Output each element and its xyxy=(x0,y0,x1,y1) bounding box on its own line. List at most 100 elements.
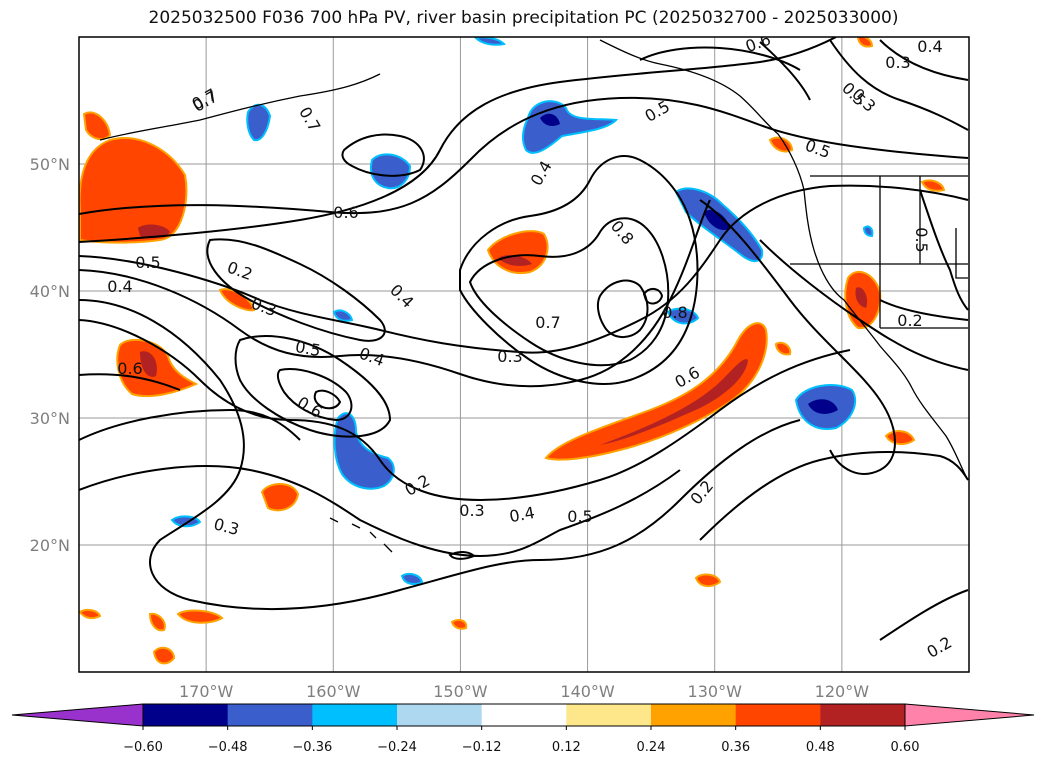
pv-contour-label: 0.8 xyxy=(662,303,687,322)
precip-patch-alberta xyxy=(920,179,946,192)
lon-tick-label: 160°W xyxy=(306,682,361,701)
colorbar-tick-label: −0.48 xyxy=(208,740,248,755)
pv-contour-label: 0.3 xyxy=(459,501,484,520)
colorbar-segment xyxy=(820,704,906,726)
pv-contour xyxy=(879,299,969,321)
precip-patch-west-edge xyxy=(79,608,102,620)
lon-tick-label: 120°W xyxy=(815,682,870,701)
pv-contour xyxy=(234,335,392,438)
pv-contour-label: 0.5 xyxy=(567,507,592,526)
pv-contour-label: 0.3 xyxy=(497,347,522,366)
lon-tick-label: 150°W xyxy=(433,682,488,701)
pv-contour-label: 0.6 xyxy=(117,359,142,378)
pv-contour xyxy=(879,589,969,641)
precip-neg-gulf-alaska-core xyxy=(540,113,560,126)
precip-patch-south-3 xyxy=(148,612,166,632)
pv-contour-label: 0.5 xyxy=(135,253,160,272)
colorbar-tick-label: 0.48 xyxy=(806,740,835,755)
pv-contour xyxy=(79,465,681,558)
precip-patch-california-core xyxy=(855,287,868,308)
precip-neg-socal-core xyxy=(808,399,838,414)
state-border-4 xyxy=(955,228,968,279)
colorbar-segment xyxy=(143,704,229,726)
precip-patch-central xyxy=(486,230,549,274)
pv-contour xyxy=(79,96,969,215)
colorbar-segment xyxy=(651,704,737,726)
colorbar-tick-label: 0.12 xyxy=(552,740,581,755)
precip-patch-south-1 xyxy=(260,483,300,512)
pv-contour xyxy=(699,199,896,475)
pv-contour xyxy=(468,217,670,367)
precip-patch-south-4 xyxy=(152,646,176,665)
lat-tick-label: 40°N xyxy=(30,282,70,301)
map-frame xyxy=(78,36,970,673)
precip-patch-south-5 xyxy=(694,573,722,588)
pv-contour-label: 0.7 xyxy=(535,313,560,332)
lon-tick-label: 140°W xyxy=(560,682,615,701)
pv-contour-label: 0.5 xyxy=(912,227,931,252)
colorbar-segment xyxy=(735,704,821,726)
pv-contour xyxy=(79,373,181,391)
pv-contour xyxy=(79,37,837,243)
lon-tick-label: 130°W xyxy=(688,682,743,701)
hawaii-islands xyxy=(329,517,393,553)
pv-contour-label: 0.4 xyxy=(917,37,942,56)
pv-contour-label: 0.4 xyxy=(107,277,132,296)
pv-contour xyxy=(79,299,801,611)
colorbar-segment xyxy=(312,704,398,726)
colorbar-segment xyxy=(566,704,652,726)
precip-patch-south-2 xyxy=(176,609,224,624)
lat-tick-label: 20°N xyxy=(30,536,70,555)
pv-contour xyxy=(276,368,353,422)
colorbar-segment xyxy=(227,704,313,726)
precip-patch-west-northtip xyxy=(82,111,112,141)
coastline-alaska xyxy=(599,39,969,481)
pv-contour xyxy=(79,319,851,502)
pv-contour-label: 0.2 xyxy=(897,311,922,330)
pv-contour xyxy=(879,39,969,81)
colorbar-tick-label: −0.36 xyxy=(292,740,332,755)
pv-contour xyxy=(829,39,969,131)
pv-contour xyxy=(642,288,664,305)
precip-neg-mid-2 xyxy=(332,309,354,322)
pv-contour xyxy=(639,46,801,71)
pv-contour xyxy=(79,184,969,354)
pv-contour-label: 0.4 xyxy=(508,503,536,526)
precip-patch-west-north-core xyxy=(138,224,170,239)
pv-contour xyxy=(596,279,649,338)
precip-neg-coast xyxy=(862,225,874,238)
colorbar-tick-label: 0.36 xyxy=(721,740,750,755)
colorbar-frame xyxy=(142,703,906,727)
pv-contour xyxy=(919,189,969,311)
pv-contours xyxy=(79,37,969,641)
precip-neg-oregon-core xyxy=(704,209,730,231)
pv-contour xyxy=(448,551,476,560)
precip-patch-west-mid-core xyxy=(140,351,157,377)
colorbar-tick-label: −0.24 xyxy=(377,740,417,755)
colorbar-segment xyxy=(397,704,483,726)
colorbar-tick-label: 0.60 xyxy=(891,740,920,755)
colorbar-tick-label: 0.24 xyxy=(637,740,666,755)
colorbar: −0.60 −0.48 −0.36 −0.24 −0.12 0.12 0.24 0.36 0.4… xyxy=(11,703,1035,755)
pv-contour xyxy=(341,133,425,177)
pv-contour xyxy=(79,408,301,441)
coastline-aleutians xyxy=(99,73,381,141)
pv-contour xyxy=(759,41,811,101)
colorbar-over-extension xyxy=(904,703,1035,727)
precip-patch-west-north xyxy=(79,137,188,244)
pv-contour xyxy=(206,238,386,342)
pv-contour xyxy=(313,389,342,410)
lat-tick-label: 30°N xyxy=(30,409,70,428)
colorbar-under-extension xyxy=(11,703,144,727)
lon-tick-label: 170°W xyxy=(179,682,234,701)
axis-tick-labels: 170°W 160°W 150°W 140°W 130°W 120°W 50°N 40°N 30… xyxy=(30,155,870,701)
precip-neg-south-2 xyxy=(400,573,424,585)
pv-contour-label: 0.5 xyxy=(294,337,322,360)
pv-contour xyxy=(79,199,711,388)
precip-neg-north-central xyxy=(370,153,412,190)
precip-patch-small-1 xyxy=(218,288,256,312)
colorbar-tick-label: −0.60 xyxy=(123,740,163,755)
map-title: 2025032500 F036 700 hPa PV, river basin … xyxy=(148,8,899,28)
lat-tick-label: 50°N xyxy=(30,155,70,174)
